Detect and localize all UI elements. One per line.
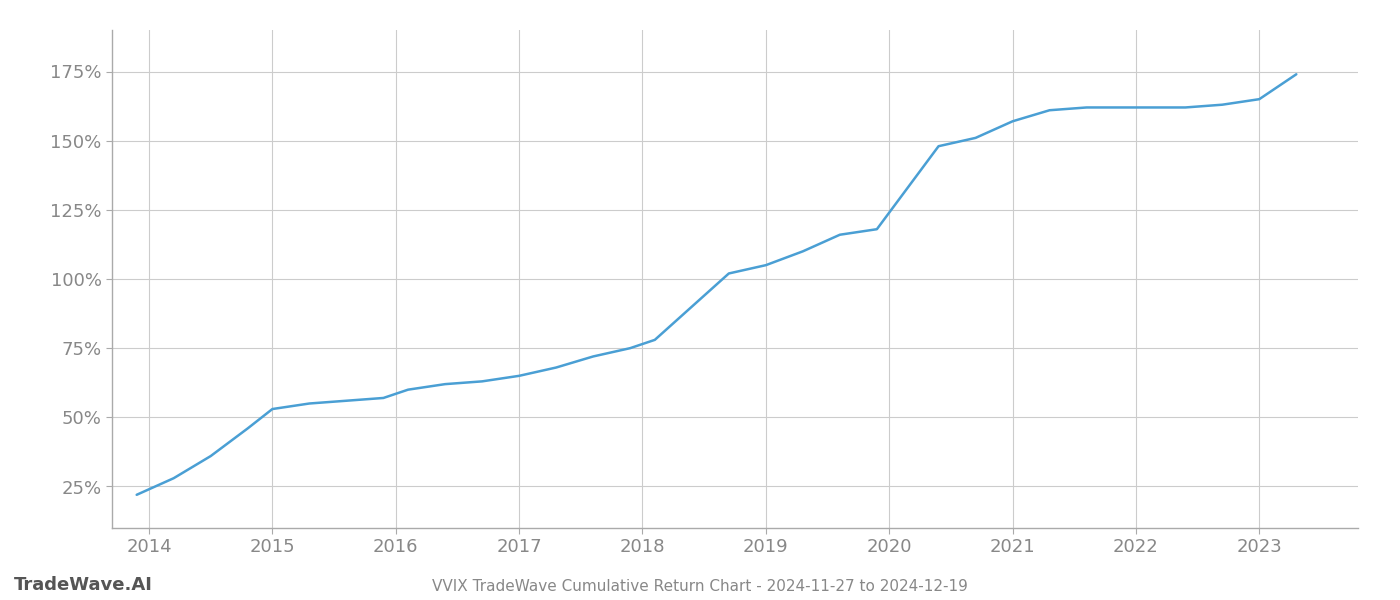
Text: TradeWave.AI: TradeWave.AI (14, 576, 153, 594)
Text: VVIX TradeWave Cumulative Return Chart - 2024-11-27 to 2024-12-19: VVIX TradeWave Cumulative Return Chart -… (433, 579, 967, 594)
